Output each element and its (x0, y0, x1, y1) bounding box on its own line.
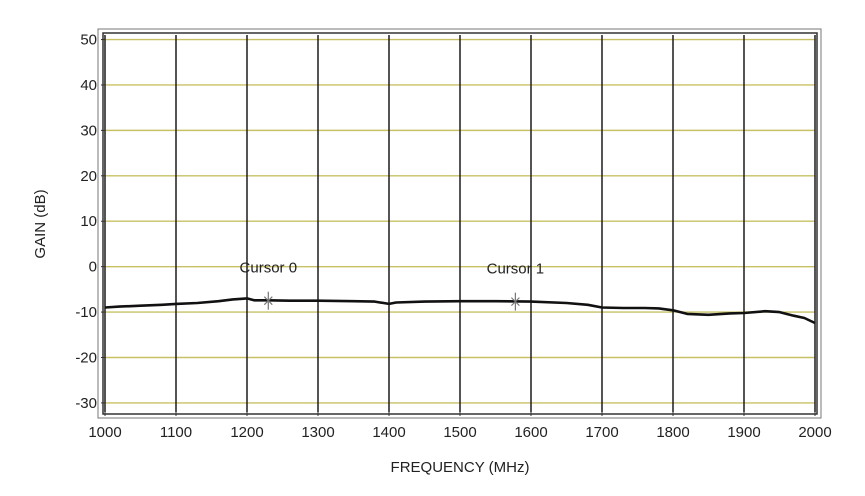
y-tick-label: 10 (80, 213, 97, 230)
grid (104, 35, 816, 412)
x-tick-label: 1600 (514, 424, 547, 441)
x-tick-label: 1700 (585, 424, 618, 441)
cursor-marker[interactable] (510, 292, 520, 311)
y-tick-label: -20 (75, 349, 97, 366)
x-tick-label: 1200 (230, 424, 263, 441)
cursor-label: Cursor 0 (240, 260, 298, 277)
y-tick-label: 0 (89, 259, 97, 276)
y-tick-label: 40 (80, 77, 97, 94)
gain-series-line (104, 297, 816, 325)
y-tick-label: -10 (75, 304, 97, 321)
x-axis-title: FREQUENCY (MHz) (391, 459, 530, 476)
x-tick-label: 1100 (160, 424, 192, 441)
y-tick-label: 20 (80, 168, 97, 185)
cursor-marker[interactable] (263, 291, 273, 310)
x-tick-label: 2000 (798, 424, 831, 441)
y-axis-title: GAIN (dB) (32, 189, 49, 258)
x-tick-label: 1400 (372, 424, 405, 441)
x-tick-label: 1500 (443, 424, 476, 441)
y-tick-labels: 50 40 30 20 10 0 -10 -20 -30 (75, 32, 105, 412)
y-tick-label: 30 (80, 122, 97, 139)
y-tick-label: 50 (80, 32, 97, 49)
cursors[interactable]: Cursor 0 Cursor 1 (240, 260, 545, 311)
x-tick-label: 1900 (727, 424, 760, 441)
x-tick-label: 1000 (88, 424, 121, 441)
x-tick-labels: 1000 1100 1200 1300 1400 1500 1600 1700 1800 1900… (88, 412, 832, 441)
y-tick-label: -30 (75, 395, 97, 412)
x-tick-label: 1300 (301, 424, 334, 441)
cursor-label: Cursor 1 (487, 261, 545, 278)
x-tick-label: 1800 (656, 424, 689, 441)
